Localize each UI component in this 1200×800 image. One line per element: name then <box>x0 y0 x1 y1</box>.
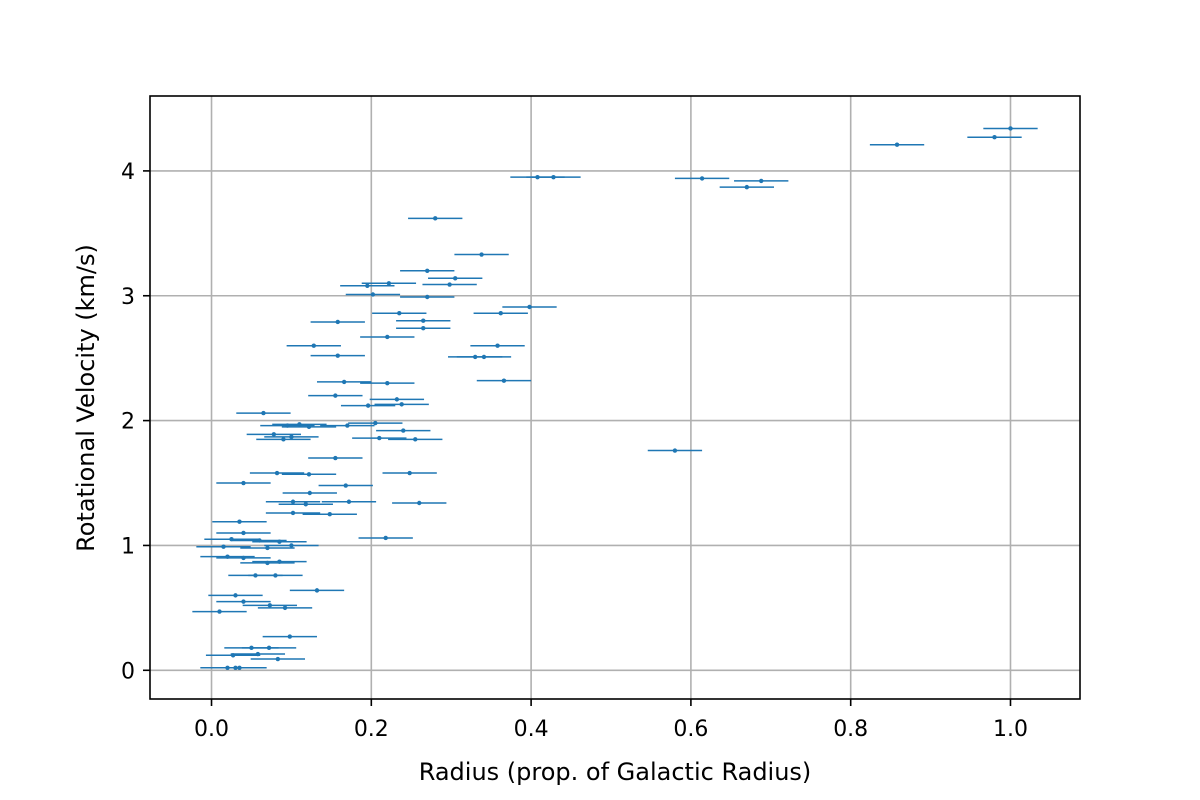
data-point <box>383 535 388 541</box>
y-tick-label: 3 <box>121 285 135 310</box>
data-point <box>894 142 900 147</box>
data-point <box>744 184 750 190</box>
plot-area <box>150 96 1080 699</box>
x-tick-label: 0.6 <box>673 717 708 742</box>
data-point <box>365 283 370 288</box>
data-point <box>397 311 402 316</box>
x-tick-label: 0.2 <box>354 717 389 742</box>
y-axis-label: Rotational Velocity (km/s) <box>72 244 100 552</box>
data-point <box>501 378 507 383</box>
data-point <box>282 605 288 611</box>
data-point <box>495 343 500 348</box>
data-point <box>407 470 412 476</box>
y-tick-label: 1 <box>121 534 135 559</box>
data-point <box>277 559 282 564</box>
data-point <box>527 304 532 310</box>
data-point <box>481 354 487 360</box>
data-point <box>1008 126 1013 131</box>
y-tick-label: 2 <box>121 410 135 435</box>
data-point <box>699 176 705 181</box>
data-point <box>341 379 347 385</box>
data-point <box>233 593 238 598</box>
y-tick-label: 4 <box>121 160 135 185</box>
data-point <box>274 470 280 476</box>
data-point <box>290 510 296 516</box>
axis-ticks: 0.0 0.2 0.4 0.6 0.8 1.0 0 1 2 3 4 <box>121 160 1028 742</box>
data-point <box>261 410 266 416</box>
data-point <box>433 216 438 221</box>
data-point <box>289 543 294 548</box>
data-point <box>303 502 308 507</box>
x-tick-label: 1.0 <box>993 717 1028 742</box>
data-point <box>425 294 430 300</box>
data-point <box>265 545 270 551</box>
data-point <box>275 656 281 662</box>
data-point <box>266 645 272 651</box>
data-point <box>241 530 246 536</box>
x-tick-label: 0.0 <box>194 717 229 742</box>
data-point <box>401 428 406 433</box>
data-point <box>241 480 246 486</box>
data-point <box>421 326 426 331</box>
data-point <box>672 448 678 453</box>
data-point <box>290 499 296 504</box>
data-point <box>307 490 312 496</box>
data-point <box>447 282 452 287</box>
y-tick-label: 0 <box>121 659 135 684</box>
data-point <box>385 334 390 340</box>
data-point <box>417 500 422 506</box>
data-point <box>346 499 352 504</box>
data-point <box>333 393 338 398</box>
data-point <box>255 651 261 657</box>
data-point <box>343 483 348 488</box>
data-point <box>335 353 340 358</box>
data-point <box>365 403 371 408</box>
data-point <box>306 472 312 477</box>
data-point <box>217 609 222 614</box>
data-point <box>385 380 390 386</box>
data-point <box>453 276 458 281</box>
data-point <box>551 174 556 180</box>
data-point <box>345 423 350 428</box>
data-point <box>221 544 226 549</box>
data-point <box>306 424 312 430</box>
data-point <box>370 292 376 297</box>
data-point <box>271 432 277 437</box>
data-points <box>192 126 1038 670</box>
data-point <box>314 588 320 593</box>
data-point <box>267 603 273 608</box>
data-point <box>241 555 246 561</box>
data-point <box>498 311 503 316</box>
data-point <box>992 134 997 140</box>
x-axis-label: Radius (prop. of Galactic Radius) <box>419 758 812 786</box>
data-point <box>287 634 293 639</box>
data-point <box>277 539 282 544</box>
data-point <box>237 519 242 524</box>
data-point <box>281 437 286 442</box>
data-point <box>335 319 340 325</box>
data-point <box>327 512 332 517</box>
data-point <box>399 402 404 407</box>
x-tick-label: 0.8 <box>833 717 868 742</box>
data-point <box>386 281 392 286</box>
x-tick-label: 0.4 <box>514 717 549 742</box>
data-point <box>425 268 430 273</box>
data-point <box>394 397 400 402</box>
data-point <box>289 434 294 440</box>
data-point <box>421 318 426 323</box>
data-point <box>373 420 378 426</box>
data-point <box>759 178 764 184</box>
data-point <box>333 455 338 461</box>
data-point <box>241 599 246 604</box>
plot-frame <box>149 95 1081 700</box>
data-point <box>311 343 316 348</box>
data-point <box>273 573 278 578</box>
data-point <box>377 435 382 441</box>
data-point <box>479 252 484 257</box>
data-point <box>237 665 242 670</box>
data-point <box>413 437 418 442</box>
